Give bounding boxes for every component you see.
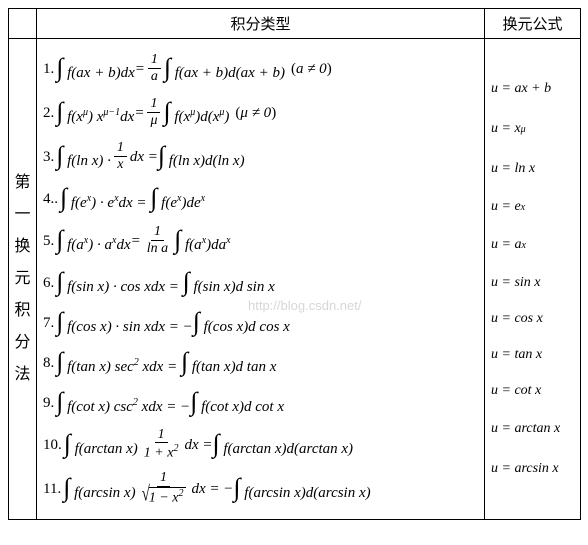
formula-lhs: ∫ f(ax + b)dx [56,54,134,84]
substitution-row: u = xμ [491,109,578,149]
substitution-row: u = tan x [491,337,578,373]
formula-rhs: ∫ f(arcsin x)d(arcsin x) [233,474,370,504]
substitution-row: u = ax [491,225,578,265]
formula-row: 11.∫ f(arcsin x) 1√1 − x2 dx = −∫ f(arcs… [43,469,480,509]
formula-condition: (μ ≠ 0) [235,105,276,122]
substitution-row: u = ln x [491,149,578,189]
formula-lhs: ∫ f(tan x) sec2 xdx = ∫ f(tan x)d tan x [56,348,276,378]
formula-eq: = [134,105,144,122]
formula-number: 8. [43,355,54,372]
formula-number: 10. [43,437,62,454]
method-label-char: 元 [11,263,34,295]
header-row: 积分类型 换元公式 [9,9,581,39]
formula-row: 3.∫ f(ln x) · 1x dx = ∫ f(ln x)d(ln x) [43,137,480,177]
formulas-cell: 1.∫ f(ax + b)dx = 1a∫ f(ax + b)d(ax + b)… [37,39,485,520]
formula-lhs: ∫ f(arctan x) [64,430,138,460]
formula-rhs: ∫ f(xμ)d(xμ) [164,98,230,128]
formula-mid: dx = [130,149,158,166]
formula-lhs: ∫ f(cos x) · sin xdx = −∫ f(cos x)d cos … [56,308,290,338]
formula-row: 8.∫ f(tan x) sec2 xdx = ∫ f(tan x)d tan … [43,345,480,381]
method-label-char: 一 [11,199,34,231]
formula-mid: dx = − [192,481,234,498]
method-label: 第一换元积分法 [11,167,34,391]
formula-eq: = [135,61,145,78]
substitution-row: u = sin x [491,265,578,301]
formula-row: 4..∫ f(ex) · exdx = ∫ f(ex)dex [43,181,480,217]
substitution-row: u = cot x [491,373,578,409]
formula-lhs: ∫ f(cot x) csc2 xdx = −∫ f(cot x)d cot x [56,388,284,418]
formula-rhs: ∫ f(ax + b)d(ax + b) [164,54,285,84]
formula-condition: (a ≠ 0) [291,61,332,78]
header-sub: 换元公式 [485,9,581,39]
table-row: 第一换元积分法 1.∫ f(ax + b)dx = 1a∫ f(ax + b)d… [9,39,581,520]
formula-row: 7.∫ f(cos x) · sin xdx = −∫ f(cos x)d co… [43,305,480,341]
formula-number: 6. [43,275,54,292]
method-label-char: 第 [11,167,34,199]
formula-lhs: ∫ f(xμ) xμ−1dx [56,98,134,128]
formula-lhs: ∫ f(ex) · exdx = ∫ f(ex)dex [60,184,205,214]
formula-lhs: ∫ f(ax) · axdx [56,226,130,256]
substitution-row: u = arcsin x [491,449,578,489]
method-label-cell: 第一换元积分法 [9,39,37,520]
formula-lhs: ∫ f(arcsin x) [63,474,135,504]
substitution-list: u = ax + bu = xμu = ln xu = exu = axu = … [491,69,578,489]
formula-rhs: ∫ f(ax)dax [174,226,230,256]
formula-eq: = [131,233,141,250]
formula-row: 6.∫ f(sin x) · cos xdx = ∫ f(sin x)d sin… [43,265,480,301]
substitution-row: u = arctan x [491,409,578,449]
formula-lhs: ∫ f(sin x) · cos xdx = ∫ f(sin x)d sin x [56,268,275,298]
integration-table: 积分类型 换元公式 第一换元积分法 1.∫ f(ax + b)dx = 1a∫ … [8,8,581,520]
formula-mid: dx = [184,437,212,454]
substitution-row: u = ax + b [491,69,578,109]
formula-row: 9.∫ f(cot x) csc2 xdx = −∫ f(cot x)d cot… [43,385,480,421]
header-method [9,9,37,39]
method-label-char: 换 [11,231,34,263]
formula-number: 7. [43,315,54,332]
formula-rhs: ∫ f(ln x)d(ln x) [158,142,245,172]
substitution-row: u = ex [491,189,578,225]
formula-number: 5. [43,233,54,250]
formula-lhs: ∫ f(ln x) · [56,142,111,172]
method-label-char: 法 [11,359,34,391]
formula-number: 2. [43,105,54,122]
formula-number: 4.. [43,191,58,208]
formula-number: 3. [43,149,54,166]
formula-row: 2.∫ f(xμ) xμ−1dx = 1μ∫ f(xμ)d(xμ)(μ ≠ 0) [43,93,480,133]
formula-number: 11. [43,481,61,498]
method-label-char: 积 [11,295,34,327]
formula-rhs: ∫ f(arctan x)d(arctan x) [213,430,354,460]
formula-number: 9. [43,395,54,412]
substitutions-cell: u = ax + bu = xμu = ln xu = exu = axu = … [485,39,581,520]
substitution-row: u = cos x [491,301,578,337]
formula-row: 5.∫ f(ax) · axdx = 1ln a∫ f(ax)dax [43,221,480,261]
formula-number: 1. [43,61,54,78]
header-type: 积分类型 [37,9,485,39]
method-label-char: 分 [11,327,34,359]
formula-list: 1.∫ f(ax + b)dx = 1a∫ f(ax + b)d(ax + b)… [43,49,480,509]
formula-row: 10.∫ f(arctan x) 11 + x2 dx = ∫ f(arctan… [43,425,480,465]
formula-row: 1.∫ f(ax + b)dx = 1a∫ f(ax + b)d(ax + b)… [43,49,480,89]
